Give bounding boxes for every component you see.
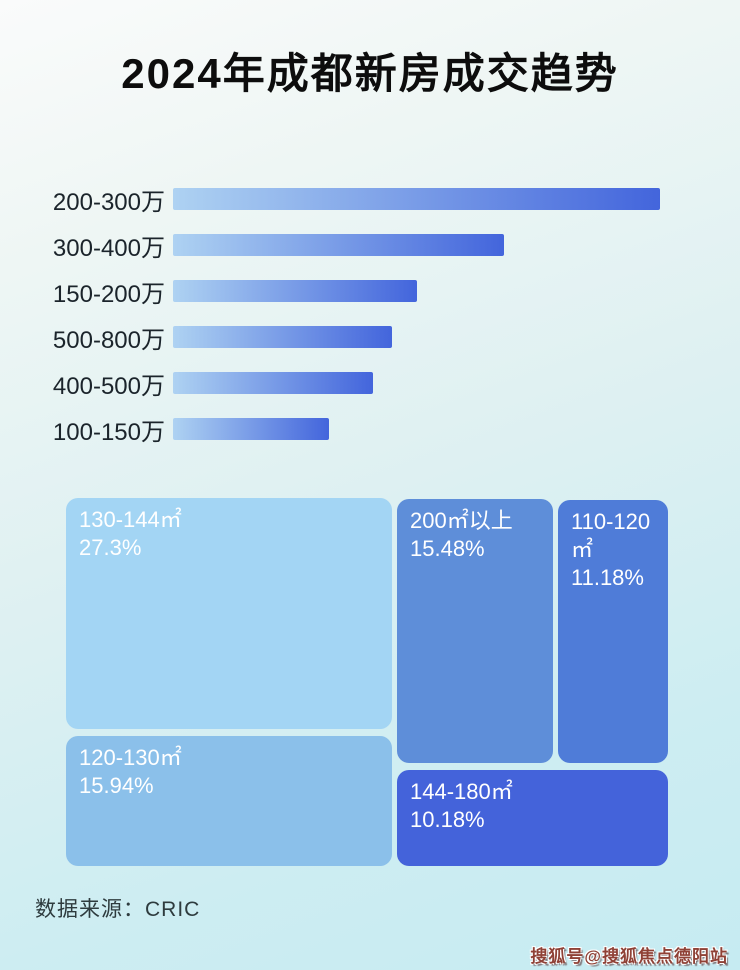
price-range-bar (173, 326, 392, 348)
treemap-tile: 144-180㎡ 10.18% (397, 770, 668, 866)
price-bar-chart: 200-300万 300-400万 150-200万 500-800万 400-500万… (0, 0, 740, 470)
bar-row: 400-500万 (32, 371, 373, 400)
treemap-tile: 120-130㎡ 15.94% (66, 736, 392, 866)
treemap-tile: 110-120㎡ 11.18% (558, 500, 668, 763)
bar-row: 150-200万 (32, 279, 417, 308)
tile-percent-label: 27.3% (79, 535, 142, 560)
price-range-bar (173, 280, 417, 302)
tile-area-range-label: 130-144㎡ (79, 507, 182, 532)
bar-category-label: 400-500万 (52, 372, 165, 400)
bar-row: 500-800万 (32, 325, 392, 354)
tile-area-range-label: 120-130㎡ (79, 745, 182, 770)
treemap-tile: 200㎡以上 15.48% (397, 499, 553, 763)
bar-category-label: 300-400万 (52, 234, 165, 262)
watermark-text: 搜狐号@搜狐焦点德阳站 (530, 947, 728, 966)
data-source-note: 数据来源：CRIC (35, 898, 201, 921)
bar-category-label: 500-800万 (52, 326, 165, 354)
price-range-bar (173, 188, 660, 210)
tile-percent-label: 10.18% (410, 807, 485, 832)
tile-percent-label: 15.48% (410, 536, 485, 561)
bar-row: 100-150万 (32, 417, 329, 446)
bar-row: 200-300万 (32, 187, 660, 216)
tile-percent-label: 11.18% (571, 565, 644, 590)
page-title: 2024年成都新房成交趋势 (121, 50, 619, 97)
price-range-bar (173, 234, 504, 256)
price-range-bar (173, 418, 329, 440)
tile-percent-label: 15.94% (79, 773, 154, 798)
tile-area-range-label: 144-180㎡ (410, 779, 513, 804)
bar-category-label: 100-150万 (52, 418, 165, 446)
bar-category-label: 150-200万 (52, 280, 165, 308)
bar-category-label: 200-300万 (52, 188, 165, 216)
treemap-tile: 130-144㎡ 27.3% (66, 498, 392, 729)
price-range-bar (173, 372, 373, 394)
bar-row: 300-400万 (32, 233, 504, 262)
tile-area-range-label: 110-120㎡ (571, 509, 651, 562)
tile-area-range-label: 200㎡以上 (410, 508, 513, 533)
